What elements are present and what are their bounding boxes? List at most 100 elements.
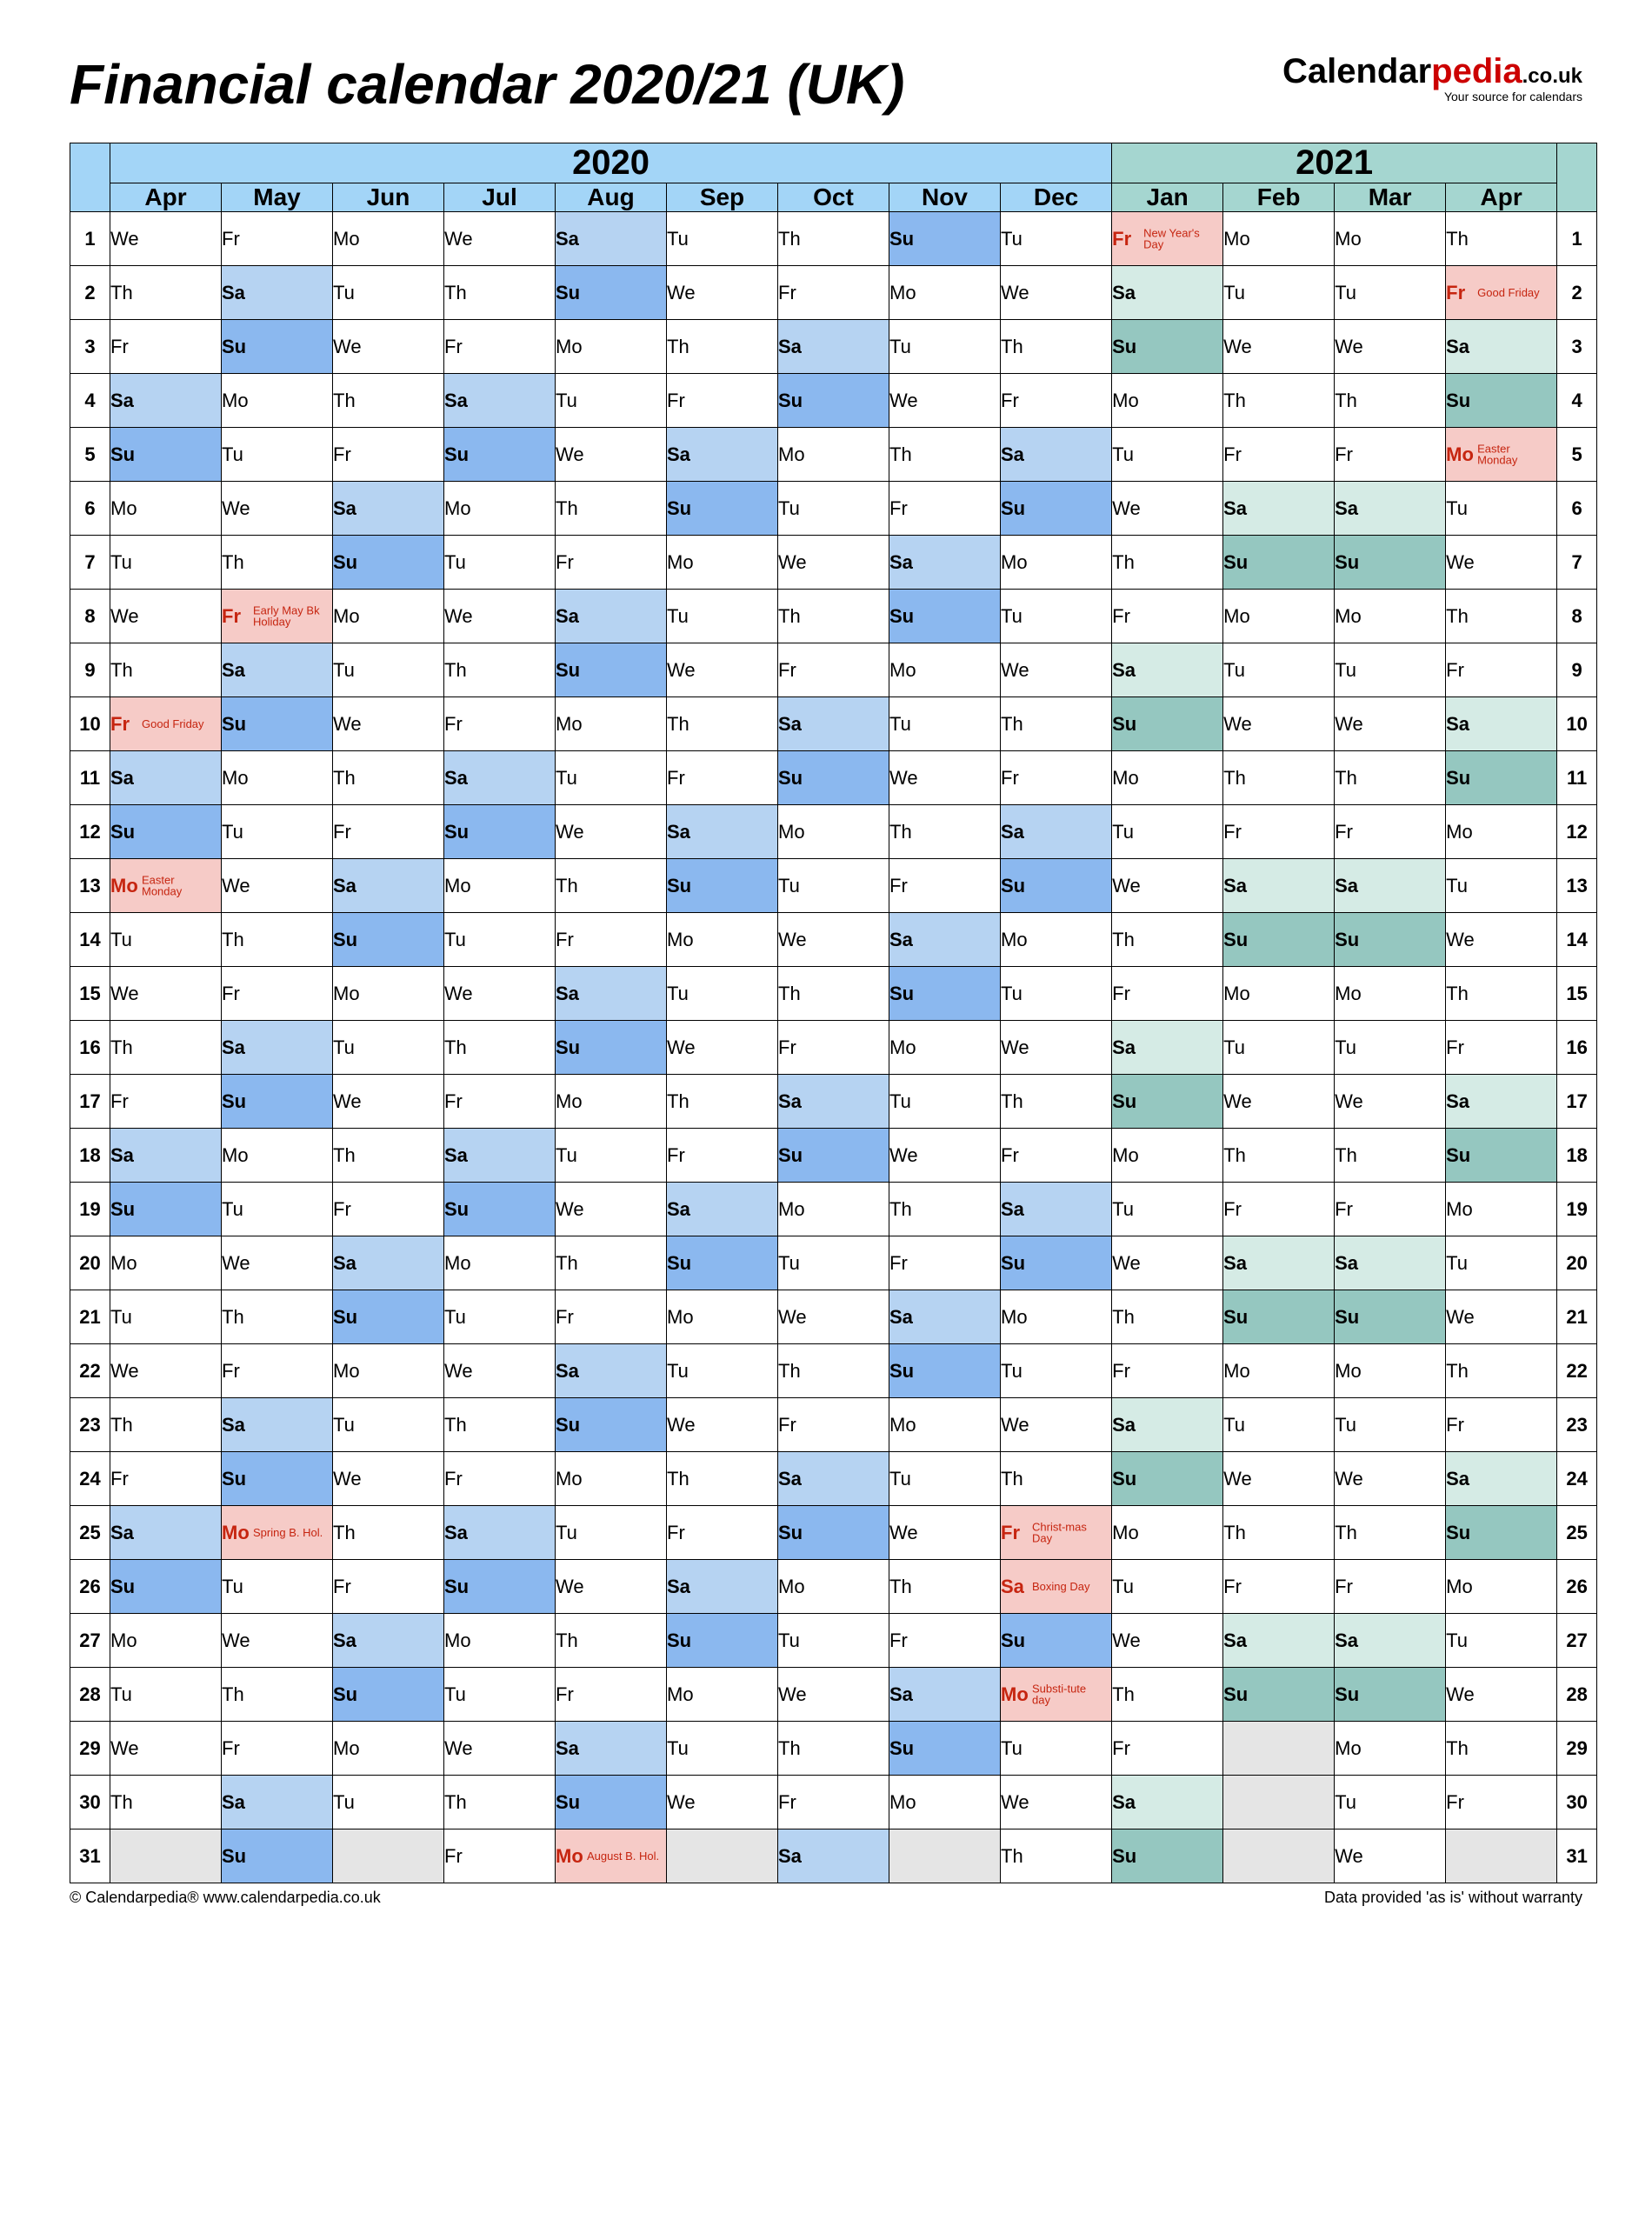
day-label: We	[1001, 282, 1029, 303]
day-cell: We	[333, 1452, 444, 1506]
day-label: Tu	[1001, 983, 1023, 1004]
day-label: Th	[778, 983, 801, 1004]
day-cell: Sa	[1112, 1398, 1223, 1452]
day-label: Su	[1001, 875, 1025, 896]
day-cell: Mo	[333, 1344, 444, 1398]
day-label: Mo	[1223, 1360, 1250, 1382]
day-label: Su	[1223, 1683, 1248, 1705]
day-cell: Sa	[1001, 428, 1112, 482]
day-label: Fr	[444, 1845, 463, 1867]
day-cell: Fr	[1446, 1021, 1557, 1075]
day-label: Th	[1001, 1845, 1023, 1867]
day-cell: Fr	[110, 1075, 222, 1129]
day-label: Tu	[1446, 1252, 1468, 1274]
calendar-table: 20202021AprMayJunJulAugSepOctNovDecJanFe…	[70, 143, 1597, 1883]
day-label: Mo	[778, 1576, 805, 1597]
day-cell: Th	[444, 1776, 556, 1829]
day-cell: Fr	[1335, 428, 1446, 482]
day-cell: Su	[444, 805, 556, 859]
row-number-left: 19	[70, 1183, 110, 1236]
day-cell: Su	[222, 320, 333, 374]
day-label: Fr	[333, 1576, 351, 1597]
day-cell: Tu	[1446, 859, 1557, 913]
logo-suffix: .co.uk	[1522, 64, 1582, 88]
day-cell: Mo	[778, 428, 889, 482]
day-label: Fr	[556, 929, 574, 950]
day-cell: Fr	[444, 697, 556, 751]
day-cell: Tu	[1335, 1021, 1446, 1075]
day-label: Mo	[110, 875, 138, 896]
day-label: Sa	[222, 1791, 245, 1813]
day-label: Su	[222, 713, 246, 735]
row-number-left: 31	[70, 1829, 110, 1883]
logo-main: Calendarpedia.co.uk	[1282, 52, 1582, 90]
day-label: Fr	[778, 659, 796, 681]
day-label: Mo	[444, 497, 471, 519]
day-cell: Sa	[667, 805, 778, 859]
day-cell: Th	[1446, 967, 1557, 1021]
day-cell: Tu	[222, 1560, 333, 1614]
logo-sub: Your source for calendars	[1282, 90, 1582, 103]
day-cell: Mo	[222, 1129, 333, 1183]
day-cell: Tu	[667, 590, 778, 643]
day-label: Tu	[1112, 443, 1134, 465]
month-header: Jun	[333, 183, 444, 212]
day-cell: We	[556, 1560, 667, 1614]
day-label: We	[1001, 659, 1029, 681]
day-cell: We	[444, 212, 556, 266]
day-label: Su	[556, 1791, 580, 1813]
day-label: We	[1223, 336, 1252, 357]
day-label: Sa	[1335, 875, 1358, 896]
day-label: Su	[333, 1306, 357, 1328]
month-header: Jan	[1112, 183, 1223, 212]
day-label: We	[889, 1144, 918, 1166]
day-cell: Tu	[889, 1075, 1001, 1129]
day-label: Sa	[556, 983, 579, 1004]
day-label: Su	[333, 929, 357, 950]
day-label: Sa	[556, 228, 579, 250]
day-label: Su	[889, 1737, 914, 1759]
day-label: Sa	[333, 1630, 356, 1651]
day-cell: Th	[444, 266, 556, 320]
day-cell: Sa	[444, 1506, 556, 1560]
day-cell: We	[889, 1506, 1001, 1560]
day-cell: Fr	[444, 320, 556, 374]
day-label: Mo	[1112, 1522, 1139, 1543]
day-cell: Sa	[1335, 859, 1446, 913]
day-cell: Fr	[1335, 1560, 1446, 1614]
day-label: Tu	[778, 875, 800, 896]
day-label: Tu	[1112, 821, 1134, 843]
day-cell: Fr	[778, 1021, 889, 1075]
day-cell: Sa	[556, 212, 667, 266]
day-label: Th	[667, 336, 689, 357]
day-label: Tu	[222, 1576, 243, 1597]
day-cell: Su	[1001, 482, 1112, 536]
day-cell: Sa	[556, 590, 667, 643]
day-cell: Mo	[889, 1021, 1001, 1075]
day-cell: We	[667, 1021, 778, 1075]
holiday-label: Christ-mas Day	[1032, 1521, 1107, 1544]
day-label: Tu	[667, 983, 689, 1004]
day-cell: Mo	[1001, 913, 1112, 967]
day-label: Sa	[1335, 497, 1358, 519]
day-label: Mo	[1446, 1576, 1473, 1597]
row-number-right: 7	[1557, 536, 1597, 590]
day-cell: Fr	[333, 1183, 444, 1236]
day-label: Sa	[1223, 1630, 1247, 1651]
day-cell: Su	[1335, 1668, 1446, 1722]
day-cell: Su	[444, 428, 556, 482]
day-cell: Su	[110, 1560, 222, 1614]
day-label: Mo	[1446, 443, 1474, 465]
day-label: Sa	[110, 390, 134, 411]
day-cell: Sa	[1223, 1236, 1335, 1290]
day-cell: Mo	[1223, 212, 1335, 266]
day-cell: Sa	[444, 374, 556, 428]
day-label: Th	[110, 282, 133, 303]
day-label: Mo	[667, 929, 694, 950]
day-cell: Th	[444, 1021, 556, 1075]
day-label: Sa	[667, 821, 690, 843]
row-number-left: 16	[70, 1021, 110, 1075]
day-cell	[1223, 1722, 1335, 1776]
day-label: Tu	[333, 1036, 355, 1058]
day-cell: Sa	[889, 1290, 1001, 1344]
